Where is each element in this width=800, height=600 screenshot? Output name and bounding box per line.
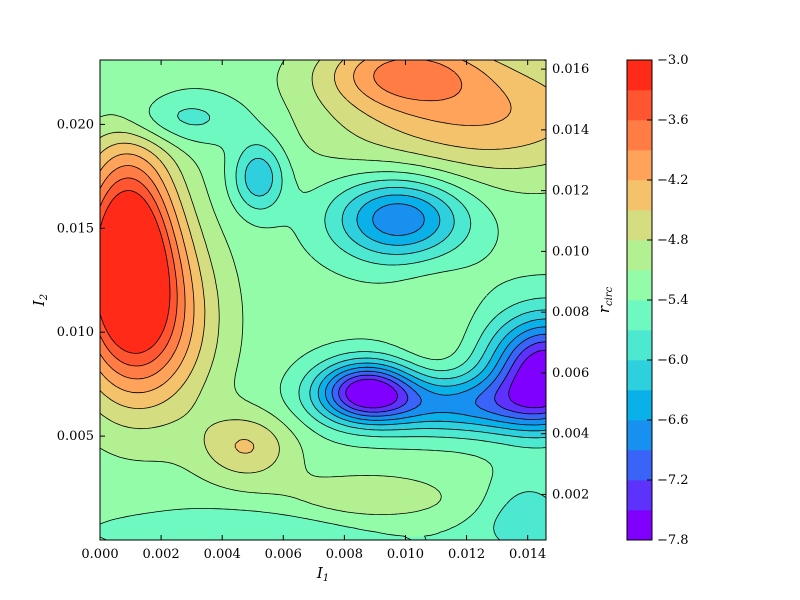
right-tick-label-6: 0.014 (552, 123, 589, 138)
contour-plot-area (99, 59, 547, 541)
contour-line-1 (338, 341, 546, 415)
right-tick-label-0: 0.002 (552, 487, 589, 502)
right-axis-ticks: 0.002 0.004 0.006 0.008 0.010 0.012 0.014 0.016 (541, 62, 589, 502)
contour-line-6 (177, 108, 546, 540)
contour-line-14 (100, 190, 171, 354)
colorbar-tick-label-0: −3.0 (657, 53, 689, 68)
colorbar-band-8 (627, 270, 652, 301)
colorbar-tick-label-5: −6.0 (657, 353, 689, 368)
colorbar-band-6 (627, 330, 652, 361)
x-tick-label-3: 0.006 (265, 547, 302, 562)
x-tick-label-1: 0.002 (142, 547, 179, 562)
colorbar-tick-label-8: −7.8 (657, 533, 689, 548)
colorbar-band-3 (627, 420, 652, 451)
colorbar-band-13 (627, 120, 652, 151)
right-axis-label: rcirc (595, 286, 615, 313)
contour-line-3 (325, 203, 546, 426)
colorbar-band-15 (627, 60, 652, 91)
y-tick-label-3: 0.020 (57, 117, 94, 132)
x-tick-label-7: 0.014 (509, 547, 546, 562)
colorbar-tick-label-4: −5.4 (657, 293, 689, 308)
contour-line-7 (100, 88, 546, 540)
colorbar-tick-label-2: −4.2 (657, 173, 689, 188)
colorbar-band-4 (627, 390, 652, 421)
contour-line-4 (317, 194, 546, 432)
contour-line-10 (100, 60, 546, 454)
contour-line-8 (100, 60, 546, 515)
colorbar-tick-label-7: −7.2 (657, 473, 689, 488)
colorbar: −3.0 −3.6 −4.2 −4.8 −5.4 −6.0 −6.6 −7.2 −7.8 (626, 53, 689, 548)
contour-line-9 (100, 60, 546, 474)
colorbar-tick-label-6: −6.6 (657, 413, 689, 428)
colorbar-tick-label-3: −4.8 (657, 233, 689, 248)
right-tick-label-3: 0.008 (552, 305, 589, 320)
right-tick-label-1: 0.004 (552, 427, 589, 442)
contour-line-2 (331, 333, 546, 420)
y-tick-label-2: 0.015 (57, 221, 94, 236)
plot-frame (99, 59, 547, 541)
colorbar-ticks: −3.0 −3.6 −4.2 −4.8 −5.4 −6.0 −6.6 −7.2 −7.8 (647, 53, 689, 548)
colorbar-band-7 (627, 300, 652, 331)
x-tick-label-2: 0.004 (204, 547, 241, 562)
colorbar-band-2 (627, 450, 652, 481)
colorbar-band-12 (627, 150, 652, 181)
contour-line-12 (100, 60, 463, 380)
contour-lines (100, 60, 546, 540)
y-tick-label-0: 0.005 (57, 429, 94, 444)
colorbar-band-14 (627, 90, 652, 121)
y-tick-label-1: 0.010 (57, 325, 94, 340)
x-tick-label-4: 0.008 (326, 547, 363, 562)
x-axis-ticks: 0.000 0.002 0.004 0.006 0.008 0.010 0.012 0.014 (81, 60, 546, 562)
x-tick-label-5: 0.010 (387, 547, 424, 562)
contour-line-13 (100, 177, 178, 367)
right-tick-label-2: 0.006 (552, 366, 589, 381)
right-tick-label-7: 0.016 (552, 62, 589, 77)
colorbar-band-1 (627, 480, 652, 511)
contour-fill (100, 60, 546, 540)
right-tick-label-5: 0.012 (552, 184, 589, 199)
y-axis-ticks: 0.005 0.010 0.015 0.020 (57, 117, 105, 444)
colorbar-bands (627, 60, 652, 541)
colorbar-band-5 (627, 360, 652, 391)
colorbar-band-0 (627, 510, 652, 541)
contour-line-5 (244, 157, 546, 439)
colorbar-band-11 (627, 180, 652, 211)
x-axis-label: I1 (316, 564, 329, 584)
x-tick-label-6: 0.012 (448, 547, 485, 562)
colorbar-band-10 (627, 210, 652, 241)
colorbar-band-9 (627, 240, 652, 271)
x-tick-label-0: 0.000 (81, 547, 118, 562)
colorbar-tick-label-1: −3.6 (657, 113, 689, 128)
right-tick-label-4: 0.010 (552, 244, 589, 259)
contour-line-0 (345, 349, 546, 409)
y-axis-label: I2 (30, 294, 50, 307)
contour-line-11 (100, 60, 512, 394)
